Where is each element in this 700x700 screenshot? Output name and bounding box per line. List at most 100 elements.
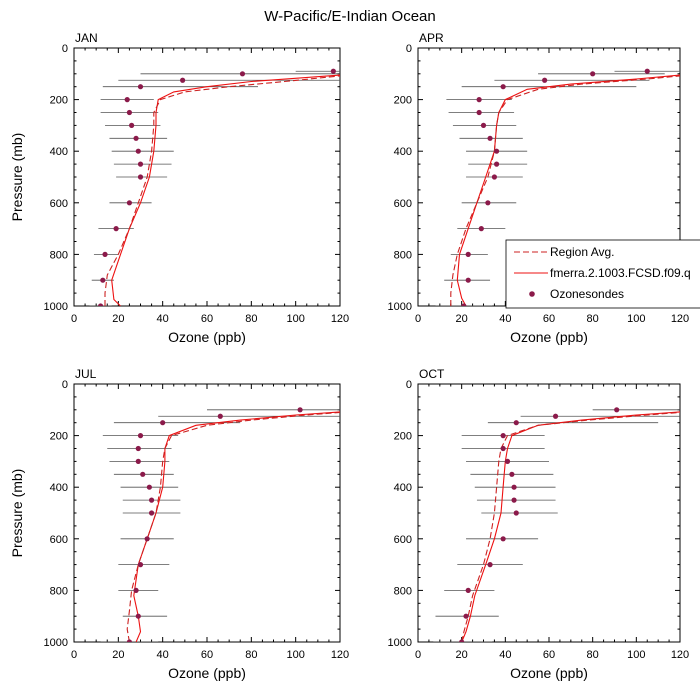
- sonde-point: [135, 445, 141, 452]
- plot-area: [89, 68, 340, 306]
- region-avg-line: [461, 411, 680, 642]
- legend-label: fmerra.2.1003.FCSD.f09.q: [550, 266, 691, 280]
- sonde-point: [137, 161, 144, 167]
- sonde-point: [137, 174, 144, 180]
- sonde-point: [144, 536, 150, 542]
- x-tick-label: 20: [112, 313, 124, 325]
- sonde-point: [494, 148, 500, 154]
- y-tick-label: 400: [50, 482, 68, 494]
- y-tick-label: 800: [394, 585, 412, 597]
- legend-box: [505, 239, 700, 309]
- sonde-point: [491, 174, 498, 180]
- x-tick-label: 20: [456, 649, 468, 661]
- y-tick-label: 600: [394, 534, 412, 546]
- sonde-point: [137, 84, 144, 90]
- sonde-point: [513, 420, 519, 426]
- sonde-point: [487, 135, 493, 141]
- model-line: [111, 74, 340, 306]
- sonde-point: [485, 200, 491, 206]
- sonde-point: [542, 77, 548, 83]
- y-tick-label: 200: [50, 431, 68, 443]
- sonde-point: [135, 613, 141, 619]
- panel-label: OCT: [419, 367, 445, 381]
- sonde-point: [133, 587, 139, 594]
- y-tick-label: 400: [394, 146, 412, 158]
- plot-area: [100, 407, 340, 642]
- x-tick-label: 0: [71, 649, 77, 661]
- y-tick-label: 0: [62, 379, 68, 391]
- sonde-point: [180, 77, 186, 83]
- y-tick-label: 1000: [44, 301, 68, 313]
- sonde-point: [459, 639, 465, 642]
- y-tick-label: 600: [394, 198, 412, 210]
- region-avg-line: [126, 411, 340, 642]
- x-tick-label: 40: [157, 313, 169, 325]
- sonde-point: [500, 84, 506, 90]
- x-tick-label: 120: [331, 649, 349, 661]
- x-tick-label: 80: [587, 649, 599, 661]
- sonde-point: [590, 71, 596, 77]
- x-tick-label: 80: [245, 313, 257, 325]
- sonde-point: [494, 161, 500, 167]
- x-tick-label: 40: [157, 649, 169, 661]
- sonde-point: [465, 277, 471, 283]
- region-avg-line: [104, 75, 340, 306]
- sonde-point: [217, 413, 223, 419]
- y-tick-label: 400: [50, 146, 68, 158]
- sonde-point: [487, 562, 493, 568]
- sonde-point: [511, 497, 517, 503]
- sonde-point: [146, 484, 152, 490]
- sonde-point: [102, 251, 108, 257]
- x-tick-label: 60: [543, 313, 555, 325]
- sonde-point: [98, 303, 104, 306]
- sonde-point: [500, 445, 506, 452]
- y-tick-label: 400: [394, 482, 412, 494]
- sonde-point: [140, 471, 146, 477]
- x-tick-label: 0: [71, 313, 77, 325]
- sonde-point: [511, 484, 517, 490]
- sonde-point: [461, 303, 467, 306]
- panel-label: JAN: [75, 31, 98, 45]
- panel-jul: 0 20 40 60 80 100 120 0 200 400 600 800 1000 JUL Ozone…: [9, 367, 349, 681]
- sonde-point: [126, 109, 133, 116]
- sonde-point: [129, 122, 135, 128]
- sonde-point: [100, 277, 106, 283]
- sonde-point: [126, 200, 133, 206]
- sonde-point: [480, 122, 487, 128]
- panel-label: JUL: [75, 367, 97, 381]
- sonde-point: [126, 639, 133, 642]
- sonde-point: [113, 226, 119, 232]
- panels-group: 0 20 40 60 80 100 12002004006008001000JANOzone…: [9, 31, 689, 681]
- y-tick-label: 0: [62, 43, 68, 55]
- y-axis-title: Pressure (mb): [9, 469, 25, 558]
- sonde-point: [500, 433, 506, 439]
- y-tick-label: 200: [50, 95, 68, 107]
- sonde-point: [509, 471, 515, 477]
- sonde-point: [513, 510, 519, 516]
- x-tick-label: 80: [245, 649, 257, 661]
- figure-title: W-Pacific/E-Indian Ocean: [264, 8, 435, 25]
- sonde-point: [330, 68, 336, 74]
- sonde-point: [614, 407, 620, 413]
- plot-area: [435, 68, 680, 306]
- sonde-point: [135, 458, 141, 464]
- x-tick-label: 120: [331, 313, 349, 325]
- sonde-point: [135, 148, 141, 154]
- sonde-point: [465, 251, 471, 257]
- x-tick-label: 40: [499, 313, 511, 325]
- y-tick-label: 800: [50, 249, 68, 261]
- plot-area: [433, 407, 680, 642]
- legend-label: Ozonesondes: [550, 287, 624, 301]
- y-tick-label: 0: [406, 379, 412, 391]
- x-tick-label: 120: [671, 649, 689, 661]
- sonde-point: [137, 562, 144, 568]
- x-tick-label: 80: [587, 313, 599, 325]
- sonde-point: [504, 458, 511, 464]
- sonde-point: [465, 587, 471, 594]
- legend-label: Region Avg.: [550, 245, 615, 259]
- y-tick-label: 200: [394, 431, 412, 443]
- legend-entry: Ozonesondes: [529, 287, 624, 301]
- sonde-point: [476, 109, 482, 116]
- x-axis-title: Ozone (ppb): [510, 329, 588, 345]
